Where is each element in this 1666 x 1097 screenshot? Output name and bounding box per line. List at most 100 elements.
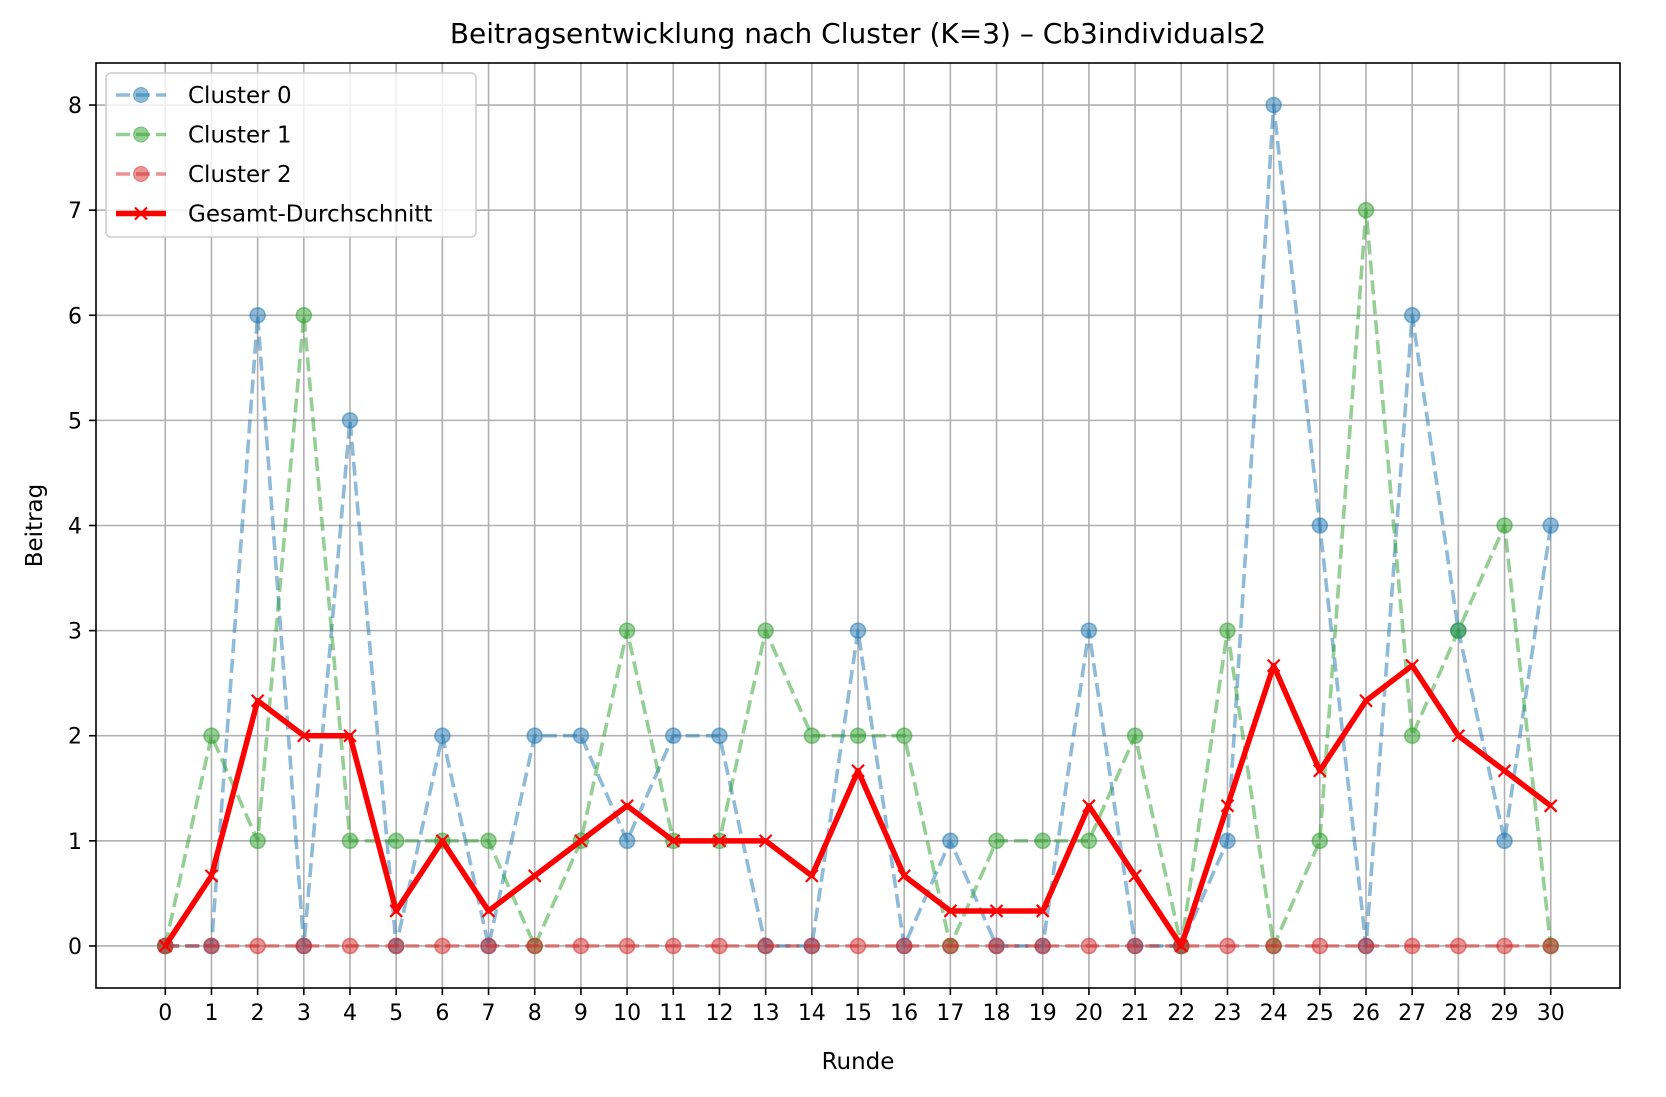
x-tick-label: 6 [435,1001,449,1026]
data-point [1219,622,1236,639]
data-point [387,832,405,850]
y-tick-label: 6 [68,304,82,329]
legend-entry: Cluster 1 [116,123,292,149]
data-point [1034,832,1052,850]
y-axis: 0 1 2 3 4 5 6 7 8 [68,94,96,960]
x-tick-label: 1 [204,1001,218,1026]
data-point [1357,201,1375,219]
data-point [526,937,544,955]
y-tick-label: 0 [68,935,82,960]
data-point [1080,622,1098,639]
data-point [1265,96,1282,114]
x-tick-label: 8 [528,1001,542,1026]
data-point [618,937,636,955]
data-point [249,832,266,850]
x-tick-label: 5 [389,1001,403,1026]
data-point [618,622,636,639]
data-point [989,904,1004,918]
data-point [341,412,359,429]
legend-entry: Cluster 0 [116,83,292,109]
data-point [295,306,313,324]
data-point [1311,832,1329,850]
data-point [942,832,959,850]
legend-box [105,72,477,238]
data-point [849,622,867,639]
data-point [250,693,265,708]
series-layer [156,96,1560,955]
data-point [1359,693,1373,708]
data-point [1265,937,1282,955]
x-tick-label: 29 [1491,1001,1519,1026]
x-tick-label: 20 [1075,1001,1103,1026]
y-tick-label: 7 [68,199,82,224]
x-tick-label: 23 [1213,1001,1241,1026]
x-tick-label: 9 [574,1001,588,1026]
legend-label: Gesamt-Durchschnitt [188,202,432,228]
x-tick-label: 0 [158,1001,172,1026]
data-point [618,832,636,850]
x-tick-label: 19 [1029,1001,1057,1026]
x-axis: 0 1 2 3 4 5 6 7 8 9 10 11 12 13 14 15 16 17 18 19 20 21 22 23 24… [158,988,1565,1026]
data-point [1496,832,1513,850]
data-point [757,937,774,955]
data-point [1311,517,1329,534]
data-point [895,937,913,955]
chart-title: Beitragsentwicklung nach Cluster (K=3) –… [450,17,1266,50]
data-point [389,904,403,918]
data-point [1497,763,1512,778]
x-tick-label: 4 [343,1001,357,1026]
data-point [897,869,911,883]
legend-label: Cluster 1 [188,123,292,149]
data-point [574,834,588,848]
data-point [664,727,682,745]
data-point [803,727,821,745]
x-tick-label: 3 [297,1001,311,1026]
legend-marker [134,206,148,221]
x-tick-label: 7 [482,1001,496,1026]
data-point [620,799,634,813]
data-point [805,869,819,883]
data-point [1403,937,1421,955]
data-point [712,834,727,848]
data-point [1357,937,1375,955]
data-point [526,727,544,745]
x-tick-label: 26 [1352,1001,1380,1026]
data-point [711,727,728,745]
data-point [434,937,451,955]
data-point [1219,937,1236,955]
data-point [1542,937,1560,955]
x-tick-label: 24 [1260,1001,1288,1026]
y-tick-label: 4 [68,515,82,540]
data-point [757,622,774,639]
data-point [1496,517,1513,534]
legend-label: Cluster 0 [188,83,292,109]
x-tick-label: 2 [251,1001,265,1026]
data-point [572,937,590,955]
data-point [1450,622,1467,639]
data-point [664,937,682,955]
data-point [1082,799,1096,813]
data-point [297,728,311,743]
y-axis-title: Beitrag [22,484,48,568]
data-point [1451,728,1466,743]
data-point [572,727,590,745]
legend-marker [133,87,149,103]
x-tick-label: 21 [1121,1001,1149,1026]
series-3 [158,658,1558,953]
data-point [203,937,220,955]
x-tick-label: 10 [613,1001,641,1026]
data-point [1403,306,1421,324]
y-tick-label: 8 [68,94,82,119]
x-tick-label: 30 [1537,1001,1565,1026]
data-point [1034,937,1052,955]
data-point [895,727,913,745]
data-point [988,937,1005,955]
data-point [1080,937,1098,955]
y-tick-label: 2 [68,725,82,750]
data-point [1403,727,1421,745]
series-2 [156,937,1560,955]
data-point [341,937,359,955]
x-tick-label: 17 [936,1001,964,1026]
data-point [942,937,959,955]
